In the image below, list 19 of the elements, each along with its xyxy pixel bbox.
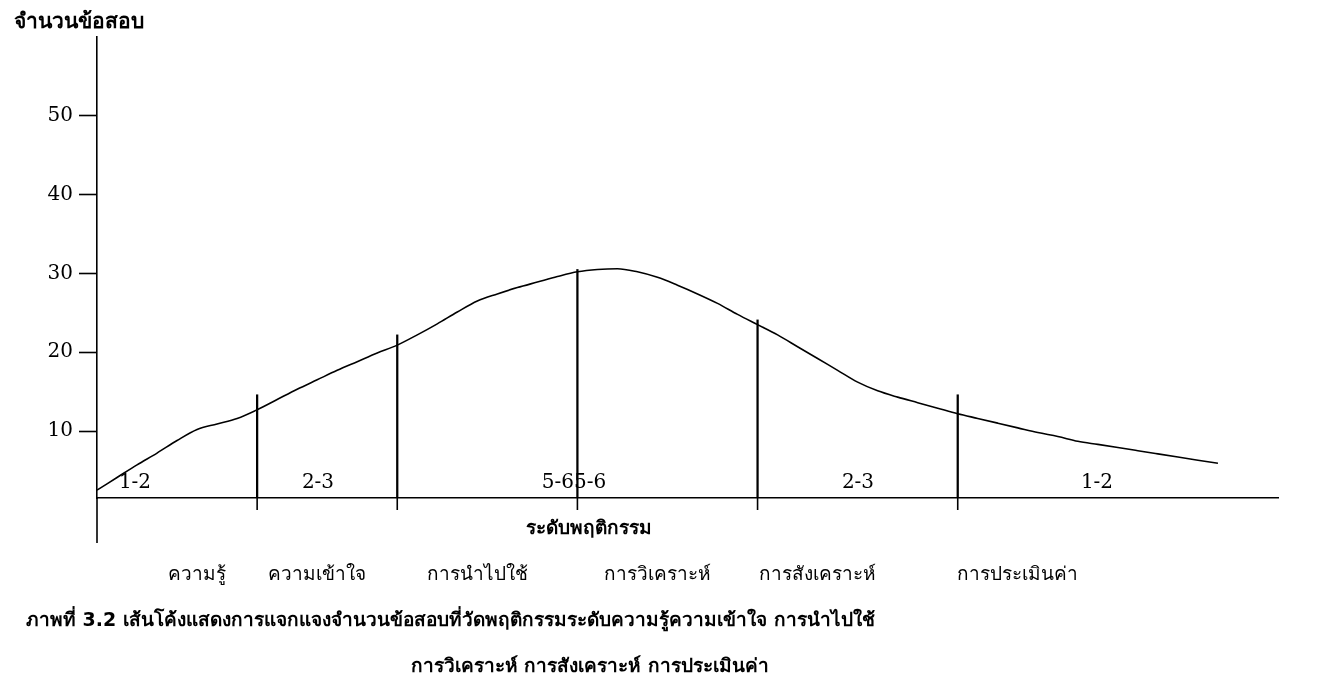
- y-axis-title: จำนวนข้อสอบ: [14, 8, 144, 35]
- y-tick-label: 40: [47, 180, 73, 205]
- y-tick-label: 20: [47, 338, 73, 363]
- x-axis-title: ระดับพฤติกรรม: [526, 515, 652, 540]
- y-tick-label: 50: [47, 102, 73, 127]
- annotation: 2-3: [841, 469, 875, 493]
- annotation: 1-2: [118, 469, 152, 493]
- text: ภาพที่ 3.2 เส้นโค้งแสดงการแจกแจงจำนวนข้อสอบที่วัดพฤติกรรมระดับความรู้ความเข้าใจ การนำไปใช้: [26, 605, 875, 634]
- x-tick-label: การสังเคราะห์: [759, 562, 877, 585]
- y-tick-label: 10: [47, 417, 73, 442]
- annotation: 2-3: [301, 469, 335, 493]
- y-tick-label: 30: [47, 259, 73, 284]
- x-tick-label: การประเมินค่า: [957, 562, 1079, 585]
- x-tick-label: การวิเคราะห์: [603, 562, 711, 585]
- annotation: 1-2: [1080, 469, 1114, 493]
- x-tick-label: ความเข้าใจ: [268, 562, 367, 585]
- text: การวิเคราะห์ การสังเคราะห์ การประเมินค่า: [410, 653, 770, 678]
- x-tick-label: การนำไปใช้: [426, 562, 528, 585]
- x-tick-label: ความรู้: [168, 562, 227, 586]
